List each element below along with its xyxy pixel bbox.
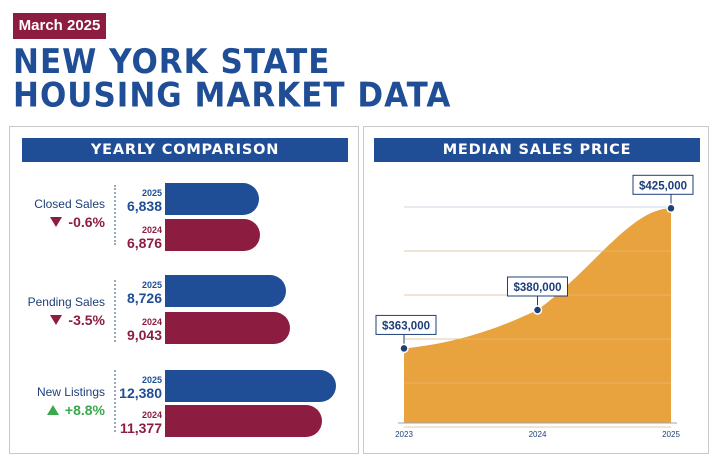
metric-label: Pending Sales (27, 295, 105, 309)
bar-2024-pending-sales (165, 312, 290, 344)
callout-box (632, 174, 694, 195)
metric-change: +8.8% (10, 402, 105, 418)
data-point (399, 343, 409, 354)
x-tick-label: 2024 (529, 430, 547, 439)
value-label: 9,043 (126, 327, 162, 343)
point-label: $363,000 (382, 320, 430, 332)
value-label: 11,377 (119, 420, 162, 436)
data-point (532, 305, 543, 315)
point-label: $425,000 (639, 180, 687, 192)
bar-2025-new-listings (165, 370, 336, 402)
year-label: 2024 (141, 410, 162, 420)
page-title: NEW YORK STATE HOUSING MARKET DATA (13, 42, 452, 116)
year-label: 2025 (141, 375, 162, 385)
title-line-1: NEW YORK STATE (13, 42, 331, 82)
point-label: $380,000 (514, 282, 562, 294)
value-label: 6,876 (126, 235, 162, 251)
value-label: 6,838 (126, 198, 162, 214)
yearly-comparison-panel: YEARLY COMPARISON Closed Sales -0.6% 202… (9, 126, 359, 454)
metric-change: -0.6% (10, 214, 105, 230)
year-label: 2025 (141, 188, 162, 198)
bar-2024-closed-sales (165, 219, 260, 251)
year-label: 2024 (141, 225, 162, 235)
triangle-down-icon (50, 217, 63, 228)
callout-box (507, 276, 568, 297)
metric-label: Closed Sales (34, 197, 105, 211)
divider (114, 280, 116, 342)
metric-change: -3.5% (10, 312, 105, 328)
bar-2024-new-listings (165, 405, 322, 437)
value-label: 12,380 (119, 385, 162, 401)
callout-box (375, 314, 437, 335)
data-point (666, 203, 676, 214)
divider (114, 370, 116, 432)
change-value: -0.6% (68, 214, 105, 230)
divider (114, 185, 116, 245)
year-label: 2025 (141, 280, 162, 290)
triangle-down-icon (50, 315, 63, 326)
value-label: 8,726 (126, 290, 162, 306)
change-value: -3.5% (68, 312, 105, 328)
median-price-chart: 2023 2024 2025 $363,000 $380,000 $425,000 (375, 174, 694, 439)
metric-label: New Listings (36, 385, 105, 399)
title-line-2: HOUSING MARKET DATA (13, 76, 452, 116)
date-tag: March 2025 (13, 13, 106, 39)
year-label: 2024 (141, 317, 162, 327)
x-tick-label: 2023 (395, 430, 413, 439)
bar-2025-closed-sales (165, 183, 259, 215)
median-sales-price-heading: MEDIAN SALES PRICE (374, 138, 700, 162)
triangle-up-icon (46, 405, 59, 416)
x-tick-label: 2025 (662, 430, 680, 439)
area-fill (404, 208, 671, 423)
bar-2025-pending-sales (165, 275, 286, 307)
yearly-comparison-heading: YEARLY COMPARISON (22, 138, 348, 162)
change-value: +8.8% (64, 402, 105, 418)
median-sales-price-panel: MEDIAN SALES PRICE 2023 2024 2025 $363,000 $… (363, 126, 709, 454)
